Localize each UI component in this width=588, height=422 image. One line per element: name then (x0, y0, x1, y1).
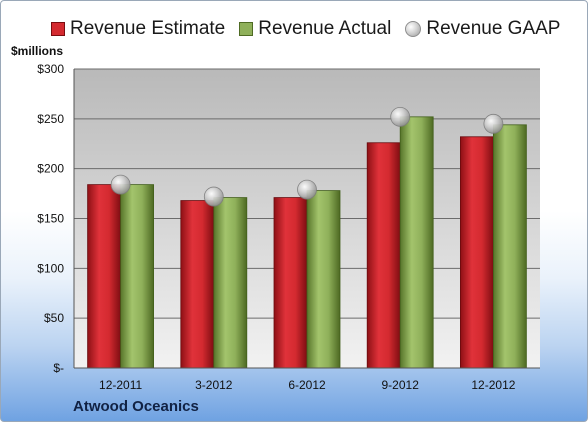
bar-revenue-estimate (459, 136, 494, 369)
bar-revenue-actual (120, 184, 154, 369)
company-name: Atwood Oceanics (73, 398, 199, 415)
y-tick-label: $200 (37, 162, 64, 176)
marker-revenue-gaap (390, 106, 411, 127)
legend-swatch-actual (239, 22, 254, 36)
legend-swatch-estimate (51, 22, 65, 36)
legend-label-actual: Revenue Actual (258, 18, 392, 39)
legend-item-gaap: Revenue GAAP (405, 18, 560, 40)
x-tick-label: 9-2012 (382, 378, 420, 392)
marker-revenue-gaap (110, 174, 131, 195)
y-tick-label: $- (53, 361, 64, 375)
legend-item-estimate: Revenue Estimate (51, 18, 225, 40)
legend-item-actual: Revenue Actual (239, 18, 391, 40)
bars (87, 116, 527, 369)
legend-label-gaap: Revenue GAAP (426, 18, 561, 39)
bar-revenue-actual (213, 197, 248, 369)
x-tick-label: 3-2012 (195, 378, 233, 392)
bar-revenue-estimate (180, 200, 215, 369)
marker-revenue-gaap (483, 113, 504, 134)
bar-revenue-actual (399, 116, 434, 369)
legend-swatch-gaap (405, 21, 422, 37)
marker-revenue-gaap (297, 179, 317, 200)
bar-revenue-estimate (273, 197, 308, 369)
y-tick-label: $150 (37, 212, 64, 226)
bar-revenue-actual (306, 190, 341, 369)
x-tick-label: 12-2012 (471, 378, 515, 392)
y-axis-unit-label: $millions (11, 44, 64, 58)
legend: Revenue Estimate Revenue Actual Revenue … (51, 16, 574, 42)
y-tick-label: $250 (37, 112, 64, 126)
axes: $- $50 $100 $150 $200 $250 $300 12-2011 3-2012 6-… (37, 62, 540, 392)
x-tick-label: 6-2012 (288, 378, 326, 392)
y-tick-label: $100 (37, 261, 64, 275)
bar-revenue-estimate (366, 142, 401, 369)
marker-revenue-gaap (203, 186, 224, 207)
legend-label-estimate: Revenue Estimate (70, 18, 226, 39)
bar-revenue-estimate (87, 184, 121, 369)
y-tick-label: $50 (44, 311, 64, 325)
bar-revenue-actual (492, 124, 527, 369)
x-tick-label: 12-2011 (99, 378, 142, 392)
gaap-markers (110, 106, 504, 207)
y-tick-label: $300 (37, 62, 64, 76)
